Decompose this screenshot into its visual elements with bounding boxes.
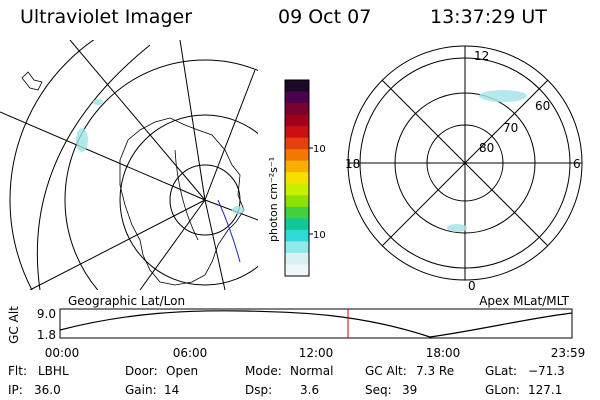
colorbar-band [285, 160, 309, 173]
gcalt-value: 7.3 Re [416, 364, 455, 378]
polar-plot: 12 18 6 0 80 70 60 [345, 45, 583, 293]
aurora-patch [479, 90, 527, 102]
instrument-title: Ultraviolet Imager [20, 6, 193, 28]
lon-line [69, 40, 206, 201]
seq-value: 39 [402, 383, 418, 397]
glon-label: GLon: [485, 383, 520, 397]
mlat-label-60: 60 [535, 99, 550, 113]
seq-label: Seq: [365, 383, 392, 397]
timeline-axis-label: GC Alt [7, 306, 21, 344]
lat-circle [64, 59, 258, 290]
mlat-label-70: 70 [503, 121, 518, 135]
continent-detail [174, 149, 199, 241]
island-outline [21, 71, 43, 91]
glon-value: 127.1 [528, 383, 563, 397]
colorbar-band [285, 195, 309, 208]
timeline-right-title: Apex MLat/MLT [479, 294, 569, 308]
timeline-x-tick: 12:00 [299, 346, 334, 360]
aurora-patch [447, 224, 467, 232]
colorbar-band [285, 218, 309, 231]
door-label: Door: [125, 364, 158, 378]
timeline-y-tick: 1.8 [37, 328, 56, 342]
flt-value: LBHL [38, 364, 69, 378]
colorbar-label: photon cm⁻²s⁻¹ [267, 157, 280, 242]
glat-label: GLat: [485, 364, 518, 378]
colorbar-band [285, 252, 309, 265]
mode-label: Mode: [245, 364, 282, 378]
timeline-y-tick: 9.0 [37, 307, 56, 321]
colorbar-frame [284, 79, 310, 277]
lon-line [0, 111, 206, 201]
lon-line [29, 199, 206, 290]
colorbar-band [285, 229, 309, 242]
altitude-timeline: Geographic Lat/Lon Apex MLat/MLT GC Alt … [7, 294, 586, 360]
lon-line [179, 40, 206, 201]
ip-value: 36.0 [34, 383, 61, 397]
aurora-patch [232, 206, 244, 214]
time-label: 13:37:29 UT [430, 6, 547, 28]
timeline-x-tick: 23:59 [551, 346, 586, 360]
mlt-label-18: 18 [345, 157, 360, 171]
orbit-track [217, 199, 241, 263]
title-bar: Ultraviolet Imager 09 Oct 07 13:37:29 UT [0, 4, 600, 30]
door-value: Open [166, 364, 199, 378]
lon-line [204, 199, 258, 221]
flt-label: Flt: [8, 364, 27, 378]
altitude-curve [59, 310, 573, 338]
colorbar: 100 10 photon cm⁻²s⁻¹ [267, 79, 325, 277]
colorbar-band [285, 91, 309, 104]
colorbar-band [285, 126, 309, 139]
mode-value: Normal [290, 364, 334, 378]
colorbar-band [285, 137, 309, 150]
mlt-label-6: 6 [573, 157, 581, 171]
timeline-x-tick: 00:00 [45, 346, 80, 360]
continent-outline [119, 117, 245, 286]
colorbar-band [285, 172, 309, 185]
timeline-x-tick: 06:00 [173, 346, 208, 360]
gain-label: Gain: [125, 383, 157, 397]
colorbar-tick-label: 10 [313, 230, 325, 241]
lon-line [204, 69, 256, 201]
dsp-value: 3.6 [300, 383, 320, 397]
lat-circle [119, 114, 258, 286]
gain-value: 14 [164, 383, 180, 397]
date-label: 09 Oct 07 [278, 6, 372, 28]
geographic-map [0, 40, 258, 290]
mlt-label-0: 0 [468, 279, 476, 293]
glat-value: −71.3 [528, 364, 565, 378]
mlt-label-12: 12 [474, 49, 489, 63]
gcalt-label: GC Alt: [365, 364, 407, 378]
colorbar-band [285, 149, 309, 162]
colorbar-band [285, 264, 309, 277]
lat-circle [9, 40, 95, 290]
colorbar-band [285, 103, 309, 116]
ip-label: IP: [8, 383, 23, 397]
colorbar-band [285, 206, 309, 219]
colorbar-tick-label: 100 [313, 144, 325, 155]
aurora-patch [76, 128, 88, 152]
limb-arc [36, 44, 151, 290]
colorbar-gradient [285, 80, 309, 277]
timeline-left-title: Geographic Lat/Lon [68, 294, 185, 308]
colorbar-band [285, 183, 309, 196]
lon-line [139, 199, 206, 290]
lon-line [204, 199, 226, 290]
aurora-patch [93, 99, 103, 105]
timeline-x-tick: 18:00 [426, 346, 461, 360]
colorbar-band [285, 241, 309, 254]
colorbar-band [285, 80, 309, 93]
colorbar-band [285, 114, 309, 127]
dsp-label: Dsp: [245, 383, 273, 397]
mlt-line-diag [381, 79, 549, 247]
timeline-frame [59, 308, 573, 339]
mlat-label-80: 80 [479, 141, 494, 155]
